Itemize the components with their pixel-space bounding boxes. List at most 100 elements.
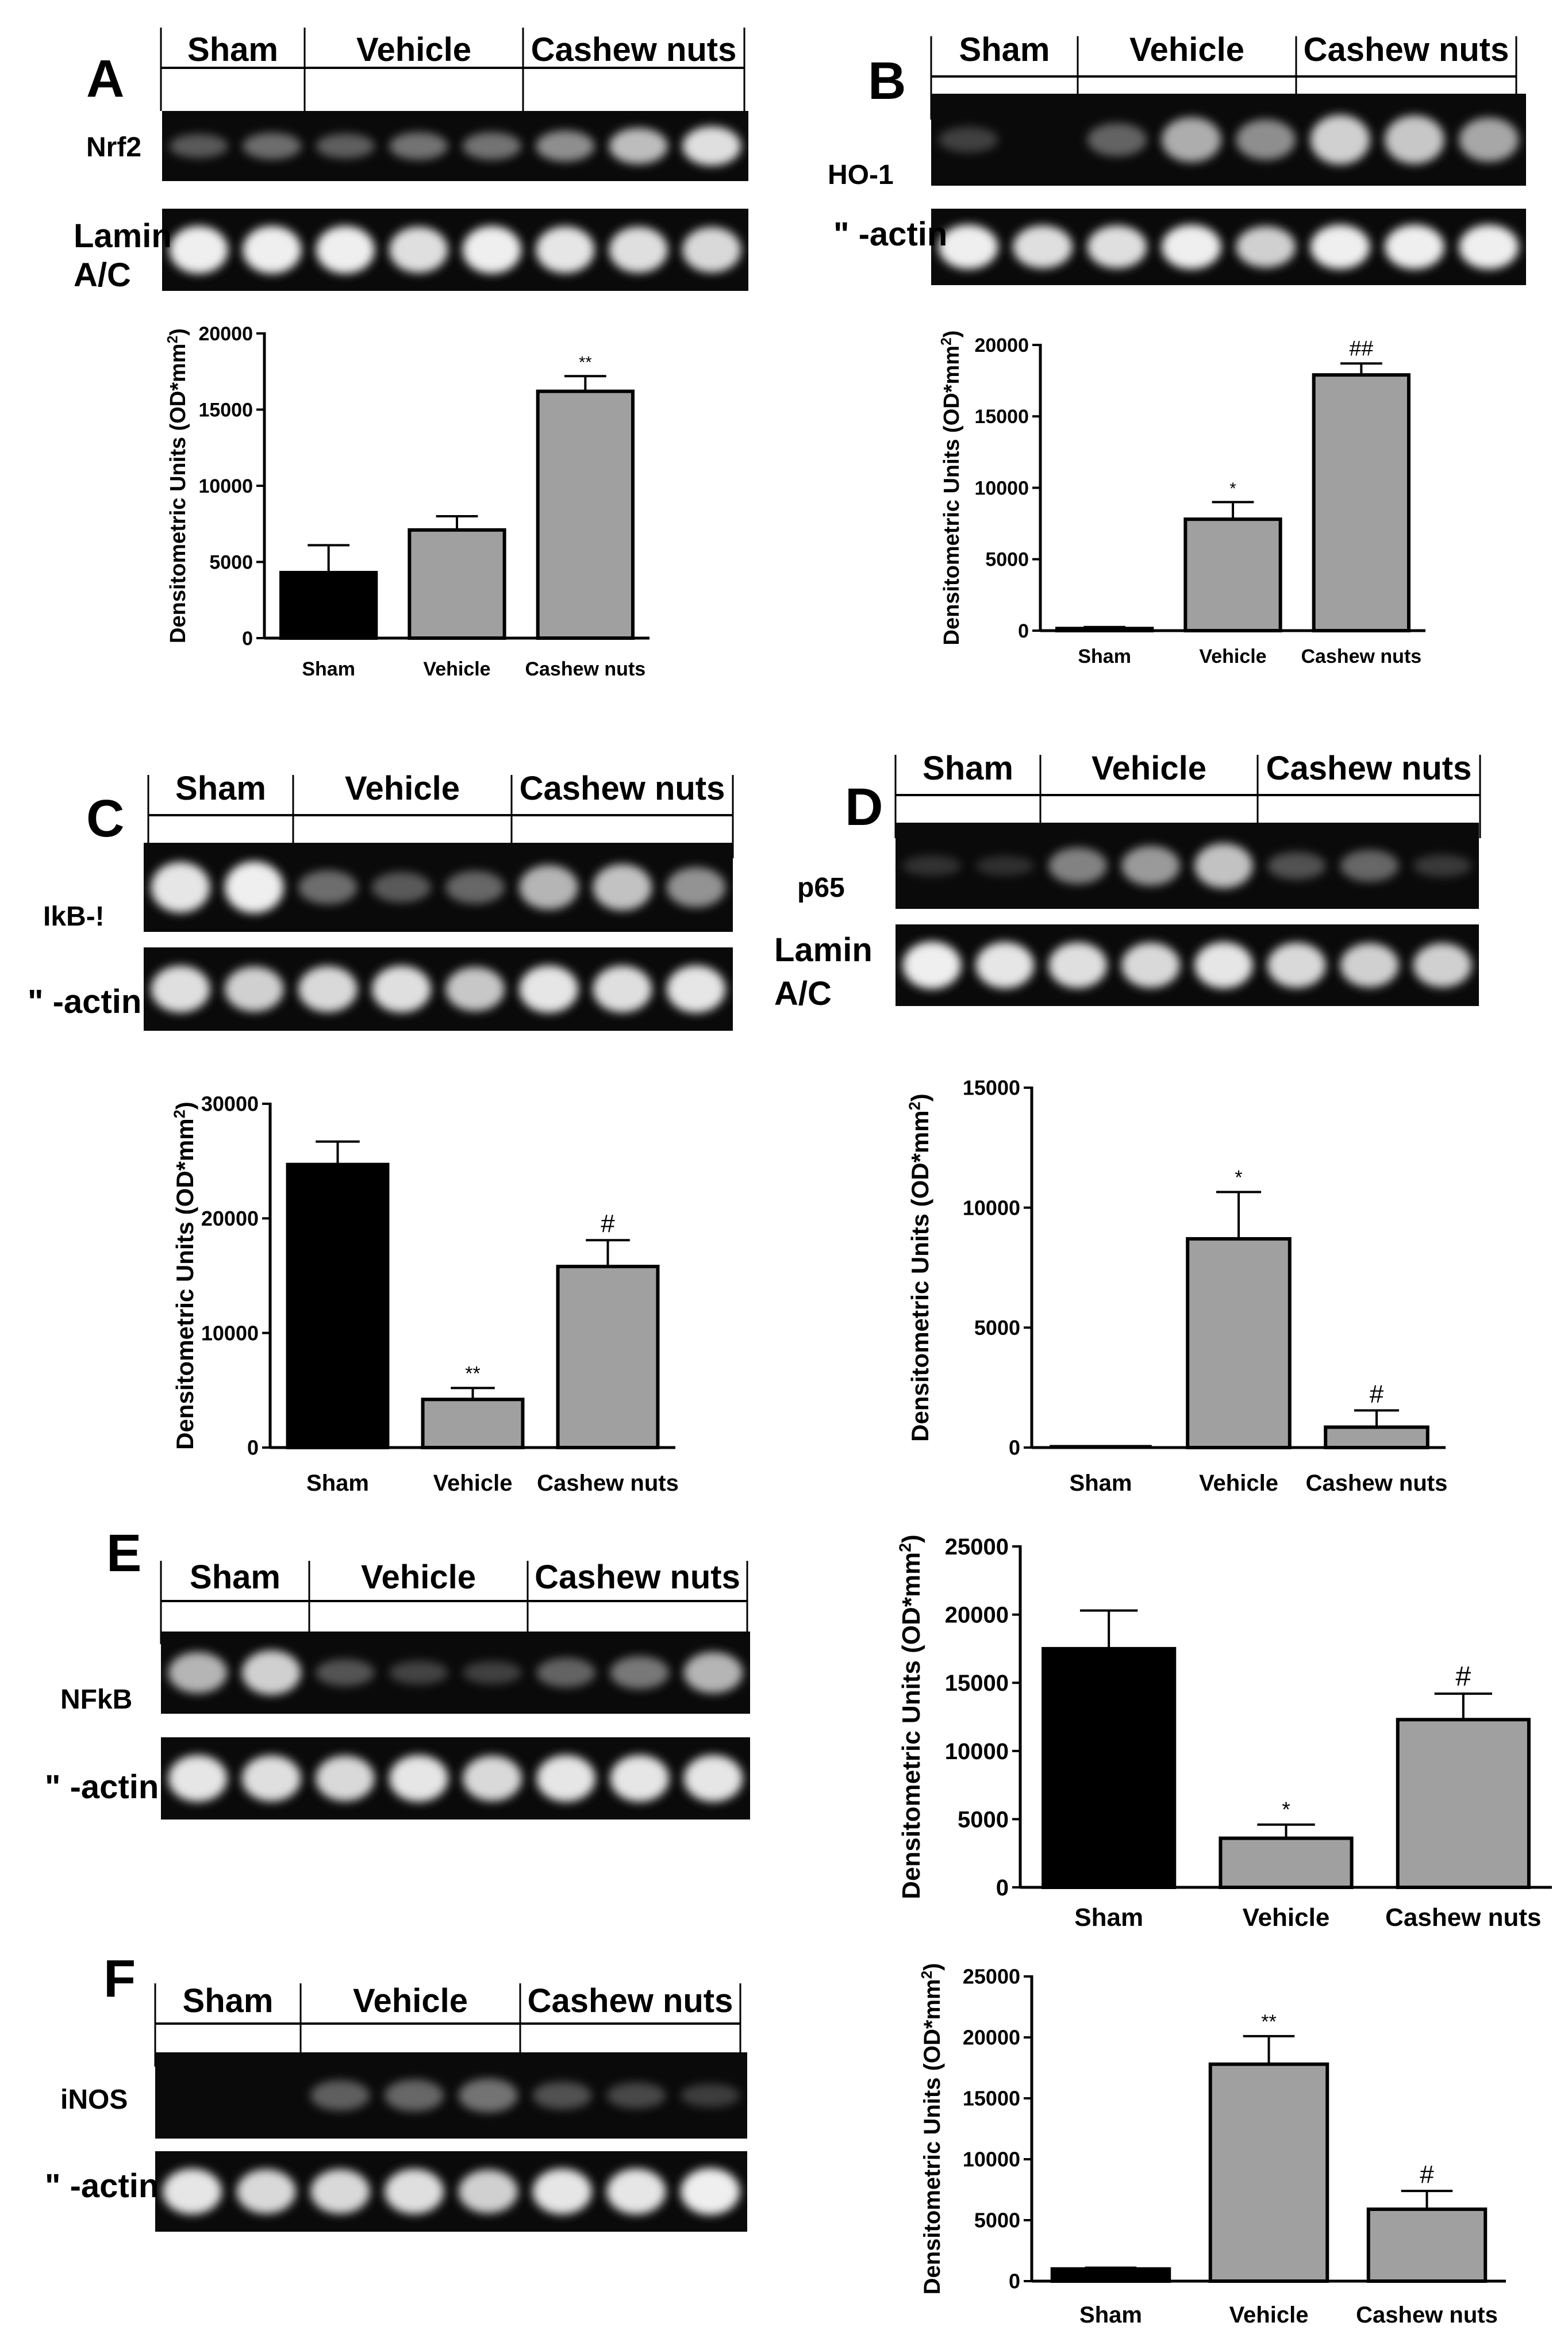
group-header: Sham Vehicle Cashew nuts	[930, 31, 1517, 120]
y-axis-label: Densitometric Units (OD*mm2)	[897, 1534, 925, 1899]
y-axis-label-sup: 2	[918, 1971, 935, 1979]
y-tick-label: 15000	[974, 406, 1029, 428]
blot-band	[1013, 225, 1073, 268]
blot-band	[445, 967, 505, 1011]
panel-letter: A	[86, 49, 124, 108]
blot-band	[462, 226, 521, 274]
blot-band	[151, 965, 210, 1013]
blot-band	[606, 2168, 666, 2214]
y-tick-label: 5000	[985, 549, 1029, 571]
group-label-cashew-nuts: Cashew nuts	[520, 770, 725, 807]
blot-band	[1162, 117, 1221, 163]
group-label-sham: Sham	[183, 1982, 274, 2020]
y-axis-label: Densitometric Units (OD*mm2)	[166, 328, 190, 643]
y-tick-label: 0	[1018, 620, 1029, 642]
x-category-label: Vehicle	[1199, 646, 1266, 667]
x-category-label: Sham	[1078, 646, 1131, 667]
group-label-sham: Sham	[959, 31, 1050, 68]
blot-band	[519, 865, 578, 910]
blot-label: Nrf2	[86, 132, 141, 163]
y-tick-label: 5000	[958, 1807, 1009, 1832]
panel-letter: B	[868, 52, 906, 110]
blot-band	[162, 2168, 222, 2214]
bar	[1324, 1425, 1429, 1449]
y-axis-label-text: Densitometric Units (OD*mm	[897, 1552, 925, 1899]
group-label-sham: Sham	[175, 770, 266, 807]
bar	[408, 528, 506, 640]
y-tick-label: 10000	[963, 1196, 1020, 1219]
blot-band	[463, 1661, 522, 1684]
blot-band	[168, 1755, 228, 1802]
blot-band	[519, 965, 578, 1013]
y-tick-label: 20000	[198, 323, 253, 345]
significance-mark: *	[1229, 479, 1236, 498]
y-axis-label-text: Densitometric Units (OD*mm	[166, 343, 190, 643]
panel-c: C Sham Vehicle Cashew nuts IkB-! " -actin 0 100…	[28, 770, 734, 1496]
y-axis-label: Densitometric Units (OD*mm2)	[918, 1963, 945, 2295]
panel-letter: D	[845, 778, 883, 836]
blot-band	[666, 965, 726, 1013]
blot-band	[1413, 943, 1472, 988]
x-category-label: Vehicle	[1199, 1471, 1278, 1496]
group-label-vehicle: Vehicle	[345, 770, 460, 807]
group-label-vehicle: Vehicle	[356, 31, 471, 68]
y-axis-label-sup: 2	[897, 1543, 915, 1552]
y-tick-label: 0	[247, 1436, 259, 1460]
y-axis-label-sup: 2	[939, 337, 955, 346]
blot-band	[241, 1650, 301, 1695]
blot-band	[593, 864, 652, 911]
x-category-label: Sham	[1070, 1471, 1132, 1496]
significance-mark: *	[1235, 1167, 1242, 1189]
y-axis-label: Densitometric Units (OD*mm2)	[905, 1093, 933, 1442]
blot-band	[458, 2170, 518, 2213]
panel-letter: F	[103, 1949, 136, 2008]
blot-row	[896, 924, 1479, 1006]
blot-label: p65	[797, 873, 845, 903]
group-header: Sham Vehicle Cashew nuts	[154, 1982, 741, 2067]
blot-band	[682, 227, 741, 272]
y-tick-label: 5000	[209, 551, 253, 573]
group-header: Sham Vehicle Cashew nuts	[160, 1559, 748, 1644]
y-axis-label-sup: 2	[905, 1101, 923, 1110]
blot-band	[1048, 942, 1107, 988]
bar	[1219, 1836, 1354, 1889]
blot-band	[385, 2168, 444, 2214]
blot-band	[938, 224, 998, 270]
blot-band	[1340, 850, 1399, 882]
blot-band	[1087, 225, 1147, 268]
y-axis-label-sup: 2	[170, 1110, 188, 1118]
blot-label: " -actin	[45, 2167, 159, 2205]
blot-row	[161, 1632, 750, 1714]
bar	[1050, 2267, 1171, 2283]
blot-band	[902, 855, 962, 876]
blot-band	[1267, 942, 1326, 988]
y-tick-label: 15000	[963, 1076, 1020, 1100]
blot-band	[243, 226, 302, 274]
blot-band	[606, 2082, 666, 2109]
blot-band	[445, 870, 505, 904]
group-label-vehicle: Vehicle	[361, 1559, 476, 1596]
blot-row	[144, 843, 733, 932]
blot-row	[155, 2151, 747, 2232]
blot-band	[536, 1755, 595, 1802]
blot-band	[1310, 114, 1370, 165]
y-axis-label-text: Densitometric Units (OD*mm	[171, 1118, 198, 1449]
blot-band	[458, 2078, 518, 2113]
bar	[286, 1162, 390, 1449]
y-tick-label: 10000	[963, 2148, 1020, 2171]
blot-label: iNOS	[60, 2085, 128, 2115]
blot-band	[1236, 226, 1296, 268]
blot-band	[609, 128, 668, 164]
bar	[1183, 517, 1282, 632]
y-tick-label: 15000	[963, 2087, 1020, 2110]
blot-label: NFkB	[60, 1684, 132, 1715]
y-tick-label: 10000	[974, 477, 1029, 499]
blot-band	[682, 126, 741, 166]
blot-band	[1194, 942, 1253, 989]
y-tick-label: 20000	[201, 1207, 259, 1230]
group-header: Sham Vehicle Cashew nuts	[160, 28, 745, 111]
blot-band	[1340, 943, 1399, 988]
y-tick-label: 15000	[945, 1671, 1009, 1696]
blot-band	[389, 132, 448, 160]
